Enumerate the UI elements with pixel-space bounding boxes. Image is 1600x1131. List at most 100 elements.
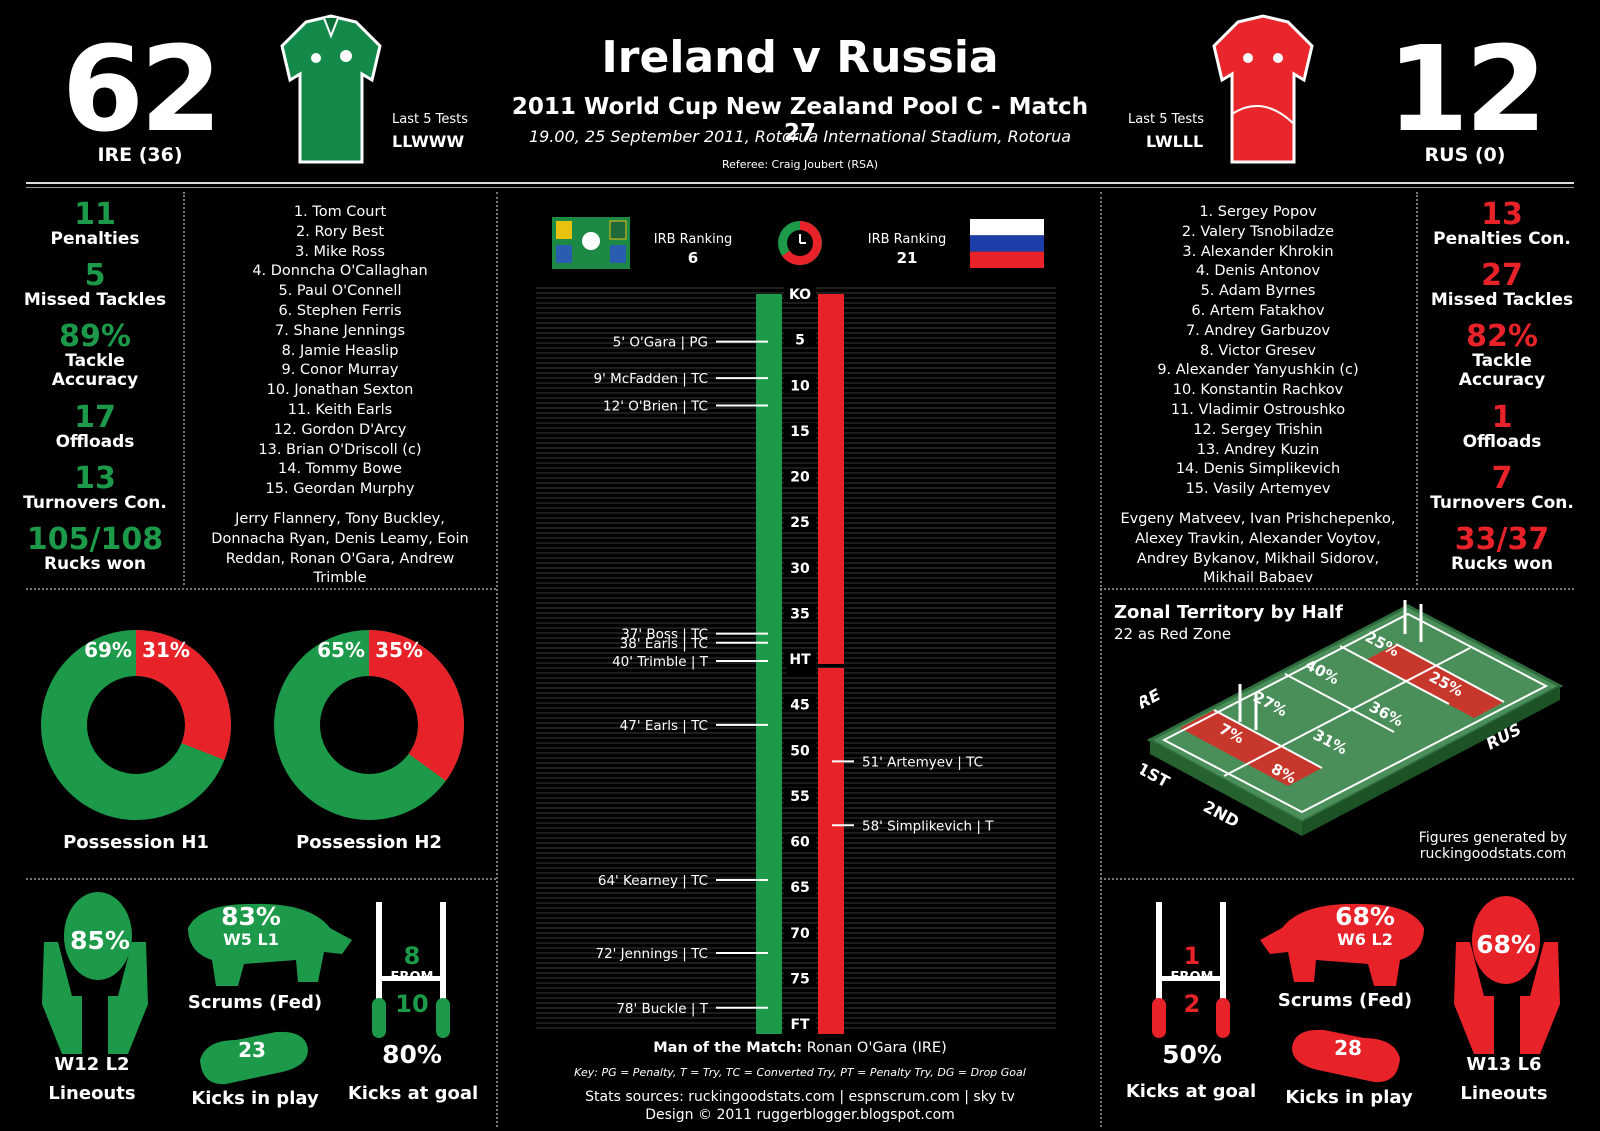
tick-label: 65 xyxy=(790,880,809,896)
player: 12. Sergey Trishin xyxy=(1193,421,1323,438)
tick-bg xyxy=(784,1016,816,1032)
russia-last5-label: Last 5 Tests xyxy=(1128,112,1204,127)
russia-goalposts-icon xyxy=(1152,902,1230,1038)
player: 7. Shane Jennings xyxy=(275,322,405,339)
territory-credit: Figures generated by ruckingoodstats.com xyxy=(1418,830,1568,862)
russia-boot-icon xyxy=(1292,1029,1400,1083)
stat-label: Missed Tackles xyxy=(23,290,167,310)
ireland-rhino-icon xyxy=(188,903,352,986)
russia-scrums-label: Scrums (Fed) xyxy=(1277,990,1413,1011)
ireland-jersey-icon xyxy=(280,14,382,164)
territory-title: Zonal Territory by Half xyxy=(1114,602,1343,623)
player: 10. Konstantin Rachkov xyxy=(1172,382,1344,399)
stat-offloads: 17 Offloads xyxy=(20,403,170,464)
russia-lineouts-record: W13 L6 xyxy=(1466,1054,1542,1075)
russia-share xyxy=(274,630,464,820)
russia-pct: 31% xyxy=(142,638,190,662)
ireland-pct: 65% xyxy=(317,638,365,662)
stat-missed-tackles: 27 Missed Tackles xyxy=(1424,261,1580,322)
player: 8. Victor Gresev xyxy=(1199,342,1317,359)
motm-name: Ronan O'Gara (IRE) xyxy=(806,1040,947,1056)
russia-flag-icon xyxy=(970,219,1044,268)
tick-label: 45 xyxy=(790,698,809,714)
stat-tackle-accuracy: 89% Tackle Accuracy xyxy=(20,322,170,403)
russia-lineouts-icon xyxy=(1454,896,1560,1054)
russia-lineouts-label: Lineouts xyxy=(1460,1083,1548,1104)
stat-label: Turnovers Con. xyxy=(1430,493,1574,513)
russia-lineup: 1. Sergey Popov 2. Valery Tsnobiladze 3.… xyxy=(1106,203,1410,589)
russia-kicks-in-play-value: 28 xyxy=(1334,1036,1362,1060)
divider xyxy=(1416,192,1418,585)
player: 4. Denis Antonov xyxy=(1195,263,1321,280)
stat-label: Missed Tackles xyxy=(1430,290,1574,310)
stat-value: 33/37 xyxy=(1454,522,1550,557)
stat-value: 17 xyxy=(74,400,116,435)
motm-label: Man of the Match: xyxy=(653,1040,803,1056)
stat-value: 5 xyxy=(84,258,106,293)
tick-label: 5 xyxy=(795,333,805,349)
russia-score: 12 xyxy=(1386,20,1547,158)
tick-label: 50 xyxy=(790,743,810,759)
player: 4. Donncha O'Callaghan xyxy=(252,263,428,280)
russia-pct: 35% xyxy=(375,638,423,662)
ireland-pct: 69% xyxy=(84,638,132,662)
tick-bg xyxy=(784,924,816,941)
ireland-goalposts-icon xyxy=(372,902,450,1038)
player: 12. Gordon D'Arcy xyxy=(273,421,407,438)
russia-share xyxy=(41,630,231,820)
russia-kicks-attempts: 2 xyxy=(1183,990,1201,1018)
ireland-lineouts-label: Lineouts xyxy=(48,1083,136,1104)
stat-turnovers: 13 Turnovers Con. xyxy=(20,464,170,525)
tick-bg xyxy=(784,468,816,485)
player: 5. Paul O'Connell xyxy=(278,283,402,300)
stat-offloads: 1 Offloads xyxy=(1424,403,1580,464)
header-divider xyxy=(26,182,1574,184)
player: 5. Adam Byrnes xyxy=(1200,283,1316,300)
player: 11. Keith Earls xyxy=(287,401,393,418)
match-title: Ireland v Russia xyxy=(601,32,999,83)
ireland-last5-label: Last 5 Tests xyxy=(392,112,468,127)
match-details: 19.00, 25 September 2011, Rotorua Intern… xyxy=(528,127,1072,146)
ireland-boot-icon xyxy=(200,1031,308,1085)
player: 2. Valery Tsnobiladze xyxy=(1181,223,1335,240)
stat-label: Turnovers Con. xyxy=(23,493,167,513)
ireland-kicks-in-play-label: Kicks in play xyxy=(191,1088,319,1109)
russia-bar-h2 xyxy=(818,668,844,1034)
ireland-event: 64' Kearney | TC xyxy=(598,873,708,889)
russia-score-label: RUS (0) xyxy=(1424,144,1506,166)
ireland-event: 37' Boss | TC xyxy=(621,627,708,643)
ireland-stats: 11 Penalties 5 Missed Tackles 89% Tackle… xyxy=(20,200,170,574)
ireland-kicks-from: FROM xyxy=(390,970,434,985)
stat-turnovers: 7 Turnovers Con. xyxy=(1424,464,1580,525)
half1-label: 1ST xyxy=(1140,759,1173,792)
ireland-event: 5' O'Gara | PG xyxy=(613,335,708,351)
ireland-flag-icon xyxy=(552,217,630,269)
player: 8. Jamie Heaslip xyxy=(281,342,399,359)
russia-event: 58' Simplikevich | T xyxy=(862,818,994,834)
divider xyxy=(183,192,185,585)
divider xyxy=(496,192,498,1127)
tick-bg xyxy=(784,787,816,804)
ireland-event: 47' Earls | TC xyxy=(620,718,708,734)
divider xyxy=(26,878,496,880)
player: 3. Alexander Khrokin xyxy=(1182,243,1334,260)
russia-jersey-icon xyxy=(1212,14,1314,164)
ireland-kicks-made: 8 xyxy=(403,942,421,970)
tick-bg xyxy=(784,514,816,531)
header-divider-thin xyxy=(26,187,1574,188)
stat-label: Tackle Accuracy xyxy=(1458,351,1546,390)
ireland-kicks-in-play-value: 23 xyxy=(238,1038,266,1062)
stat-label: Rucks won xyxy=(1450,554,1554,574)
russia-kicks-pct: 50% xyxy=(1162,1040,1222,1069)
tick-label: KO xyxy=(789,287,811,303)
stat-label: Offloads xyxy=(55,432,135,452)
stat-rucks: 105/108 Rucks won xyxy=(20,525,170,574)
russia-event: 51' Artemyev | TC xyxy=(862,754,983,770)
possession-h2-donut: 65% 35% xyxy=(274,630,464,820)
player: 2. Rory Best xyxy=(296,223,384,240)
stats-sources: Stats sources: ruckingoodstats.com | esp… xyxy=(585,1089,1015,1105)
timeline-gridlines xyxy=(536,287,1056,1029)
stat-label: Tackle Accuracy xyxy=(51,351,139,390)
tick-label: 60 xyxy=(790,835,810,851)
ireland-event: 72' Jennings | TC xyxy=(595,946,708,962)
